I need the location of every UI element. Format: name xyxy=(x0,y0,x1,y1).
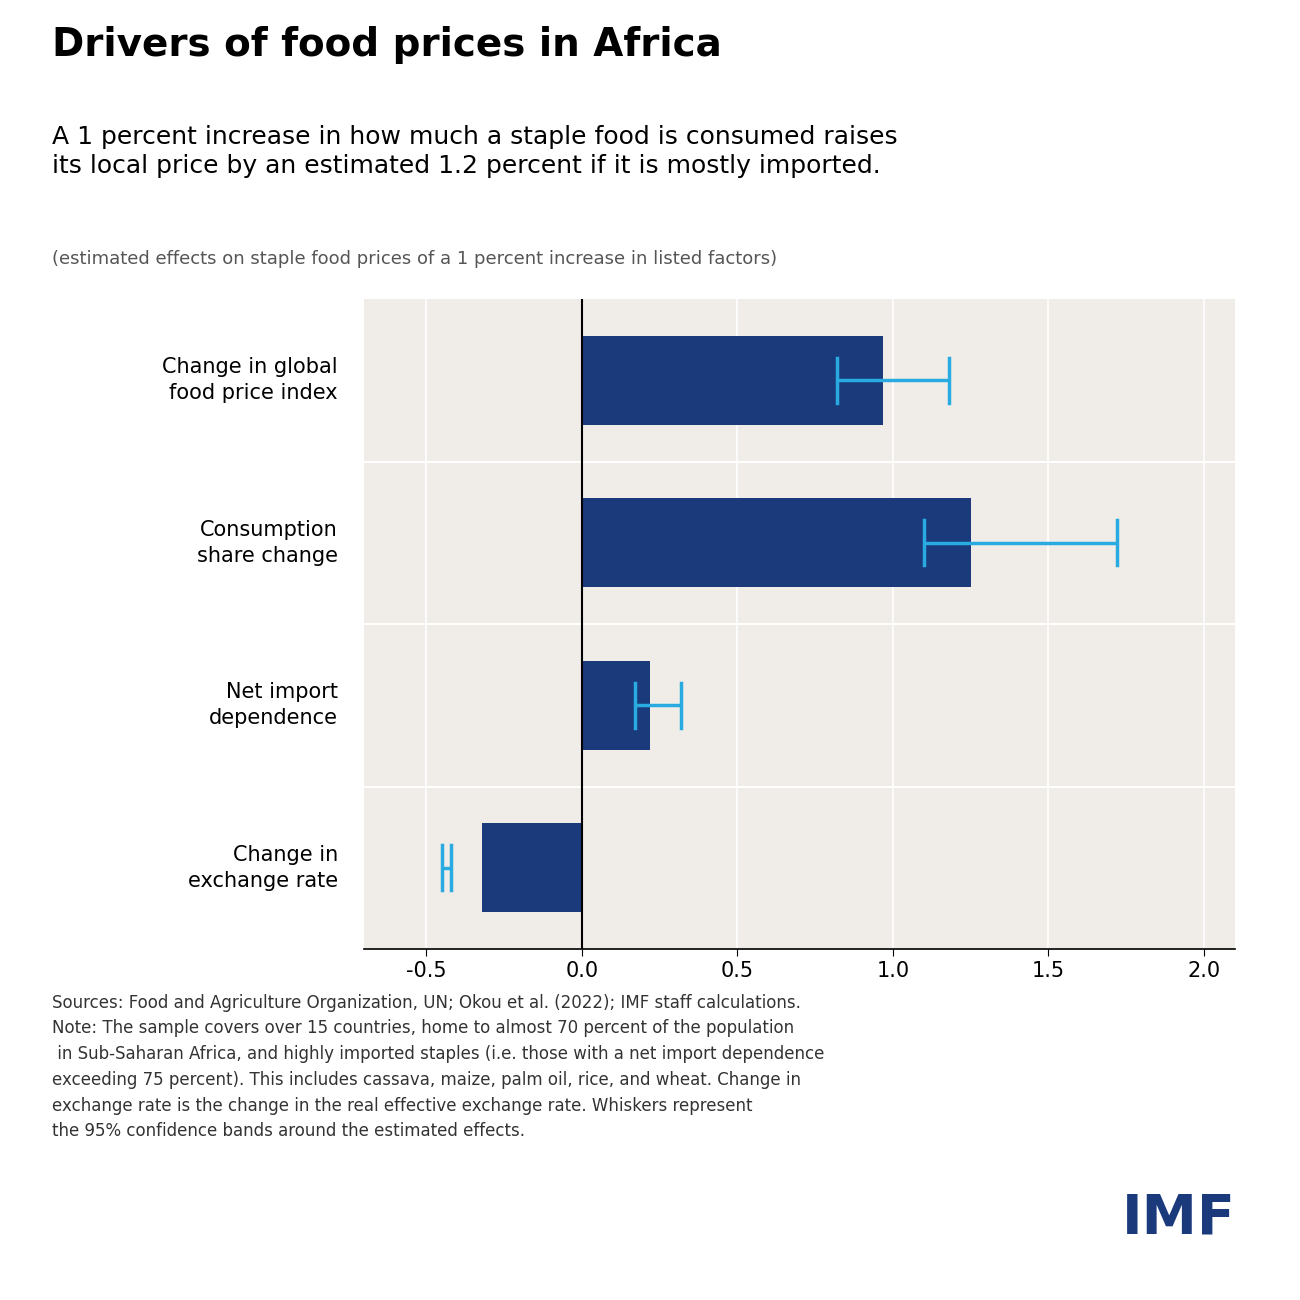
Text: Drivers of food prices in Africa: Drivers of food prices in Africa xyxy=(52,26,722,64)
Text: (estimated effects on staple food prices of a 1 percent increase in listed facto: (estimated effects on staple food prices… xyxy=(52,250,777,268)
Text: Sources: Food and Agriculture Organization, UN; Okou et al. (2022); IMF staff ca: Sources: Food and Agriculture Organizati… xyxy=(52,993,824,1140)
Bar xyxy=(582,660,650,750)
Bar xyxy=(582,335,884,425)
Text: A 1 percent increase in how much a staple food is consumed raises
its local pric: A 1 percent increase in how much a stapl… xyxy=(52,125,897,178)
Text: IMF: IMF xyxy=(1122,1191,1236,1245)
Bar xyxy=(582,498,971,588)
Text: Change in global
food price index: Change in global food price index xyxy=(162,358,338,403)
Text: Net import
dependence: Net import dependence xyxy=(209,682,338,728)
Text: Change in
exchange rate: Change in exchange rate xyxy=(187,845,338,890)
Bar xyxy=(482,823,582,913)
Text: Consumption
share change: Consumption share change xyxy=(196,520,338,566)
